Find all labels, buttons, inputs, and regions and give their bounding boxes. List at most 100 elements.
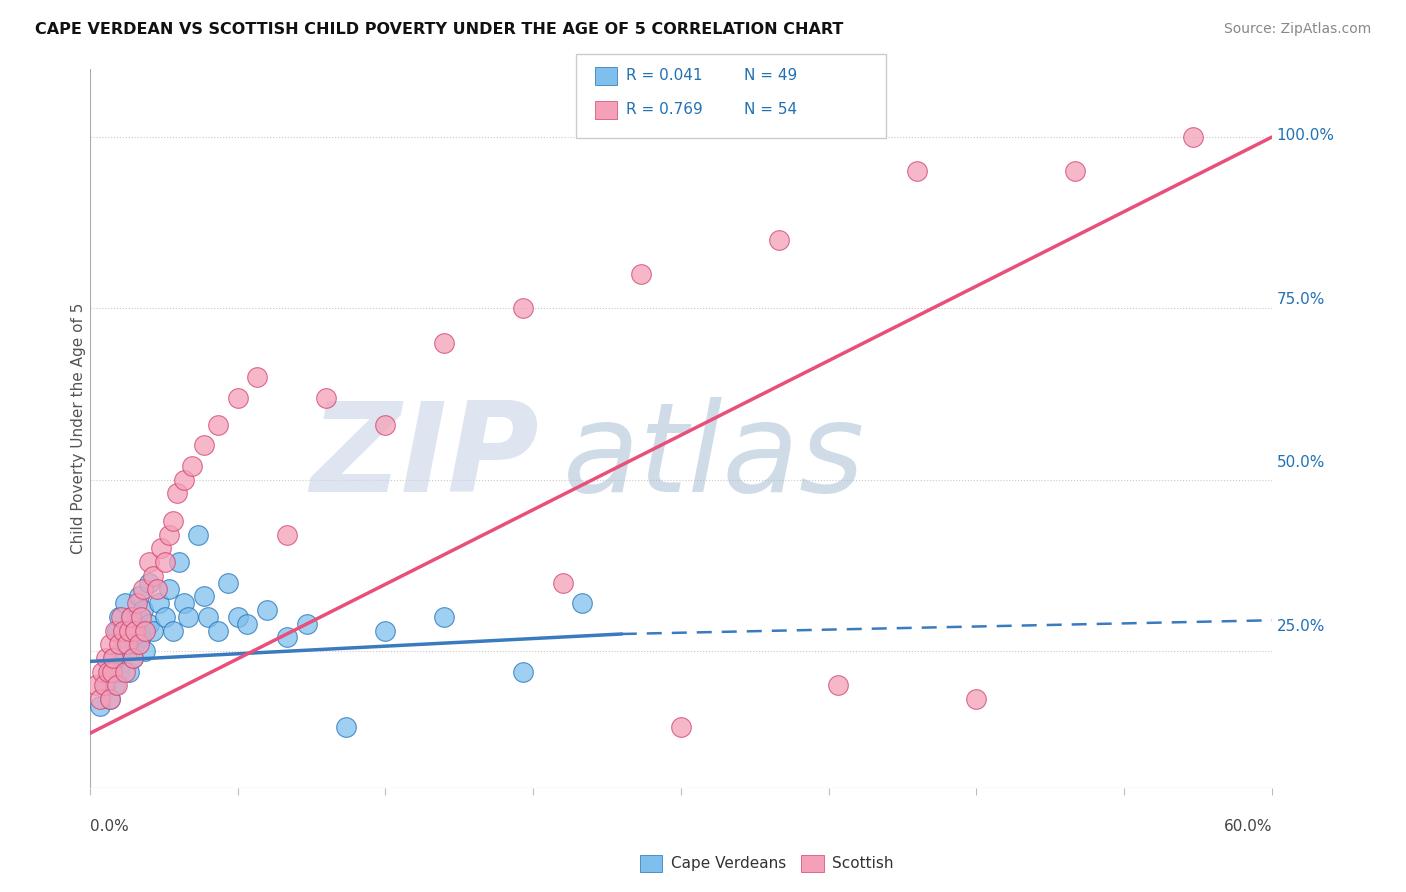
Point	[118, 624, 141, 638]
Point	[276, 527, 298, 541]
Point	[335, 719, 357, 733]
Point	[93, 678, 115, 692]
Point	[132, 603, 155, 617]
Point	[94, 678, 117, 692]
Point	[295, 616, 318, 631]
Point	[433, 610, 456, 624]
Point	[128, 637, 150, 651]
Point	[103, 651, 125, 665]
Point	[122, 651, 145, 665]
Point	[124, 637, 146, 651]
Point	[107, 624, 129, 638]
Point	[187, 527, 209, 541]
Point	[118, 637, 141, 651]
Point	[89, 692, 111, 706]
Text: Scottish: Scottish	[832, 856, 894, 871]
Point	[108, 637, 131, 651]
Point	[193, 589, 215, 603]
Point	[226, 391, 249, 405]
Point	[138, 575, 160, 590]
Point	[122, 651, 145, 665]
Point	[374, 417, 396, 432]
Text: ZIP: ZIP	[311, 397, 538, 517]
Point	[1182, 130, 1205, 145]
Point	[512, 301, 534, 316]
Point	[110, 644, 132, 658]
Point	[128, 624, 150, 638]
Point	[90, 665, 112, 679]
Point	[166, 486, 188, 500]
Point	[138, 555, 160, 569]
Point	[315, 391, 337, 405]
Point	[226, 610, 249, 624]
Point	[120, 610, 142, 624]
Point	[256, 603, 278, 617]
Point	[134, 644, 156, 658]
Point	[173, 473, 195, 487]
Point	[122, 624, 145, 638]
Text: 0.0%: 0.0%	[90, 820, 128, 834]
Point	[103, 651, 125, 665]
Point	[148, 596, 170, 610]
Point	[1064, 164, 1087, 178]
Point	[236, 616, 259, 631]
Point	[107, 678, 129, 692]
Point	[100, 665, 122, 679]
Point	[104, 624, 127, 638]
Point	[98, 665, 121, 679]
Text: N = 54: N = 54	[744, 103, 797, 117]
Point	[276, 631, 298, 645]
Point	[153, 610, 176, 624]
Point	[104, 678, 127, 692]
Point	[114, 631, 136, 645]
Point	[246, 370, 269, 384]
Point	[94, 651, 117, 665]
Point	[142, 624, 165, 638]
Point	[433, 335, 456, 350]
Point	[124, 624, 146, 638]
Point	[173, 596, 195, 610]
Point	[98, 692, 121, 706]
Point	[127, 610, 149, 624]
Text: CAPE VERDEAN VS SCOTTISH CHILD POVERTY UNDER THE AGE OF 5 CORRELATION CHART: CAPE VERDEAN VS SCOTTISH CHILD POVERTY U…	[35, 22, 844, 37]
Point	[827, 678, 849, 692]
Point	[162, 624, 184, 638]
Point	[129, 631, 152, 645]
Point	[129, 610, 152, 624]
Point	[128, 589, 150, 603]
Point	[138, 616, 160, 631]
Point	[114, 596, 136, 610]
Text: 60.0%: 60.0%	[1223, 820, 1272, 834]
Point	[84, 678, 107, 692]
Point	[118, 665, 141, 679]
Y-axis label: Child Poverty Under the Age of 5: Child Poverty Under the Age of 5	[72, 302, 86, 554]
Point	[149, 541, 172, 556]
Point	[142, 568, 165, 582]
Point	[669, 719, 692, 733]
Point	[132, 582, 155, 597]
Point	[117, 637, 139, 651]
Point	[197, 610, 219, 624]
Point	[207, 417, 229, 432]
Text: R = 0.769: R = 0.769	[626, 103, 703, 117]
Point	[905, 164, 928, 178]
Text: Source: ZipAtlas.com: Source: ZipAtlas.com	[1223, 22, 1371, 37]
Point	[571, 596, 593, 610]
Text: atlas: atlas	[562, 397, 865, 517]
Point	[110, 610, 132, 624]
Point	[374, 624, 396, 638]
Point	[512, 665, 534, 679]
Point	[89, 698, 111, 713]
Point	[97, 665, 120, 679]
Point	[120, 610, 142, 624]
Point	[162, 514, 184, 528]
Point	[181, 458, 204, 473]
Text: Cape Verdeans: Cape Verdeans	[671, 856, 786, 871]
Text: N = 49: N = 49	[744, 69, 797, 83]
Point	[768, 233, 790, 247]
Text: R = 0.041: R = 0.041	[626, 69, 702, 83]
Point	[157, 527, 180, 541]
Point	[177, 610, 200, 624]
Point	[146, 582, 169, 597]
Point	[630, 267, 652, 281]
